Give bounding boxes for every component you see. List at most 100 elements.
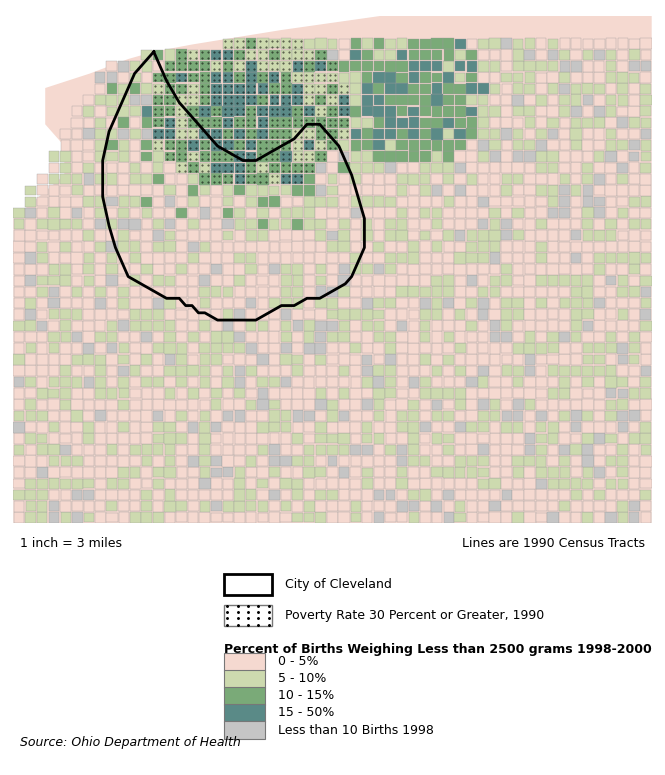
Bar (397, 512, 407, 522)
Bar (200, 140, 210, 150)
Bar (84, 445, 94, 455)
Bar (409, 117, 419, 128)
Bar (501, 355, 511, 364)
Bar (374, 95, 384, 105)
Bar (118, 456, 129, 467)
Bar (49, 501, 59, 512)
Bar (536, 208, 547, 219)
Bar (374, 50, 384, 60)
Bar (224, 687, 265, 705)
Bar (164, 185, 176, 195)
Bar (72, 467, 82, 477)
Bar (142, 479, 152, 488)
Bar (223, 106, 233, 116)
Bar (467, 512, 477, 522)
Bar (316, 456, 327, 466)
Bar (466, 151, 477, 162)
Bar (408, 433, 419, 444)
Bar (269, 95, 279, 105)
Bar (605, 219, 617, 229)
Text: 1 inch = 3 miles: 1 inch = 3 miles (20, 537, 122, 549)
Bar (338, 83, 349, 95)
Bar (118, 388, 128, 398)
Bar (130, 445, 140, 455)
Bar (84, 456, 94, 467)
Bar (362, 433, 372, 443)
Bar (211, 309, 221, 320)
Bar (49, 512, 59, 523)
Bar (118, 479, 129, 488)
Bar (176, 388, 187, 399)
Bar (374, 343, 384, 354)
Bar (548, 399, 558, 410)
Bar (107, 388, 117, 399)
Bar (396, 275, 408, 286)
Bar (61, 501, 71, 512)
Bar (617, 298, 628, 308)
Bar (25, 230, 37, 241)
Bar (374, 444, 384, 456)
Bar (525, 489, 535, 501)
Bar (327, 185, 338, 195)
Bar (501, 411, 511, 421)
Bar (420, 231, 430, 240)
Bar (595, 197, 604, 206)
Bar (165, 208, 176, 219)
Bar (409, 388, 419, 398)
Bar (246, 287, 257, 297)
Bar (362, 332, 372, 343)
Bar (257, 253, 268, 264)
Bar (153, 434, 164, 443)
Bar (443, 411, 454, 421)
Bar (269, 433, 279, 444)
Bar (362, 366, 373, 376)
Bar (350, 61, 361, 71)
Bar (490, 433, 500, 444)
Bar (188, 399, 198, 410)
Bar (25, 287, 37, 297)
Bar (188, 377, 198, 388)
Bar (269, 72, 279, 83)
Bar (83, 298, 94, 308)
Bar (431, 129, 443, 140)
Bar (536, 184, 547, 196)
Bar (176, 433, 187, 444)
Bar (327, 197, 338, 207)
Bar (141, 287, 152, 298)
Bar (595, 106, 604, 116)
Bar (60, 354, 71, 365)
Bar (617, 411, 628, 422)
Bar (106, 411, 118, 421)
Bar (385, 39, 396, 49)
Bar (234, 129, 245, 139)
Bar (71, 118, 83, 128)
Bar (153, 230, 164, 240)
Bar (234, 185, 245, 195)
Bar (25, 242, 36, 252)
Bar (385, 377, 396, 387)
Bar (571, 95, 581, 105)
Bar (489, 253, 501, 264)
Bar (583, 242, 593, 252)
Bar (489, 512, 501, 523)
Bar (25, 332, 37, 342)
Bar (338, 512, 350, 522)
Bar (281, 140, 291, 150)
Bar (303, 185, 315, 196)
Bar (536, 309, 547, 320)
Bar (14, 276, 25, 285)
Bar (477, 433, 489, 443)
Bar (106, 422, 118, 432)
Bar (327, 241, 338, 252)
Bar (408, 366, 419, 376)
Bar (211, 84, 222, 94)
Bar (164, 163, 176, 173)
Bar (246, 467, 257, 477)
Bar (628, 343, 640, 353)
Bar (95, 467, 106, 477)
Bar (141, 501, 152, 512)
Bar (95, 479, 106, 489)
Bar (617, 332, 628, 343)
Bar (350, 275, 360, 286)
Bar (374, 129, 384, 139)
